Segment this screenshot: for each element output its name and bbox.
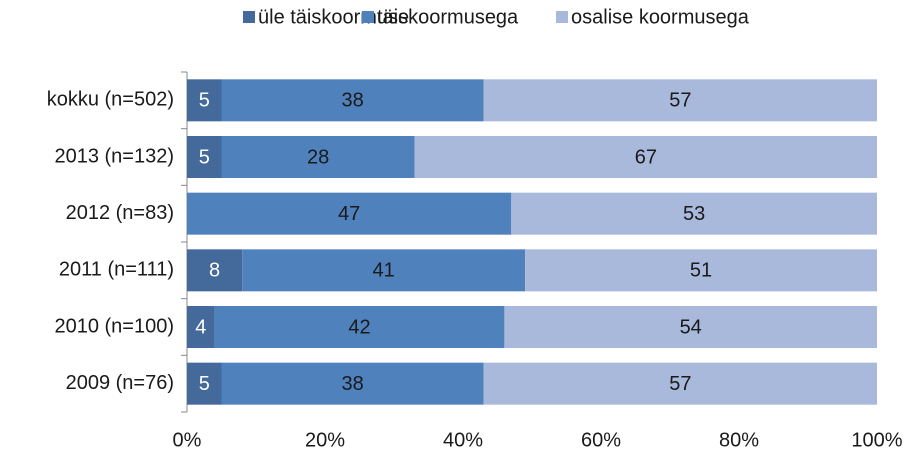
bar-segment [504, 306, 877, 348]
data-label: 54 [680, 316, 702, 338]
bar-segment [242, 249, 526, 292]
bar-segment [525, 249, 877, 292]
data-label: 4 [195, 316, 206, 338]
y-tick-label: 2011 (n=111) [59, 259, 174, 281]
data-label: 5 [199, 373, 210, 395]
bar-segment [221, 136, 415, 178]
legend-swatch [362, 11, 374, 23]
x-tick-label: 60% [581, 429, 621, 451]
legend-swatch [243, 11, 255, 23]
y-tick-label: 2013 (n=132) [54, 145, 174, 167]
bar-segment [187, 192, 512, 235]
bar-segment [187, 306, 215, 348]
bar-segment [414, 136, 877, 178]
x-tick-label: 100% [851, 429, 902, 451]
data-label: 51 [690, 260, 712, 282]
bar-segment [483, 79, 877, 122]
data-label: 5 [199, 146, 210, 168]
bar-segment [187, 362, 222, 405]
data-label: 57 [669, 373, 691, 395]
bar-segment [483, 362, 877, 405]
data-label: 28 [307, 146, 329, 168]
y-tick-label: 2012 (n=83) [66, 202, 174, 224]
y-tick-label: 2010 (n=100) [54, 315, 174, 337]
legend-label: täiskoormusega [377, 6, 519, 28]
legend-label: osalise koormusega [571, 6, 750, 28]
data-label: 5 [199, 90, 210, 112]
data-label: 38 [341, 90, 363, 112]
data-label: 67 [635, 146, 657, 168]
bar-segment [214, 306, 505, 348]
x-tick-label: 40% [443, 429, 483, 451]
y-tick-label: kokku (n=502) [47, 89, 174, 111]
legend-swatch [556, 11, 568, 23]
x-tick-label: 0% [173, 429, 202, 451]
x-tick-label: 20% [305, 429, 345, 451]
data-label: 47 [338, 203, 360, 225]
bar-segment [187, 249, 243, 292]
data-label: 42 [348, 316, 370, 338]
data-label: 38 [341, 373, 363, 395]
x-tick-label: 80% [719, 429, 759, 451]
data-label: 8 [209, 260, 220, 282]
data-label: 53 [683, 203, 705, 225]
bar-segment [221, 362, 484, 405]
bar-segment [221, 79, 484, 122]
bar-segment [187, 136, 222, 178]
y-tick-label: 2009 (n=76) [66, 372, 174, 394]
bar-segment [511, 192, 877, 235]
data-label: 41 [373, 260, 395, 282]
data-label: 57 [669, 90, 691, 112]
bar-segment [187, 79, 222, 122]
